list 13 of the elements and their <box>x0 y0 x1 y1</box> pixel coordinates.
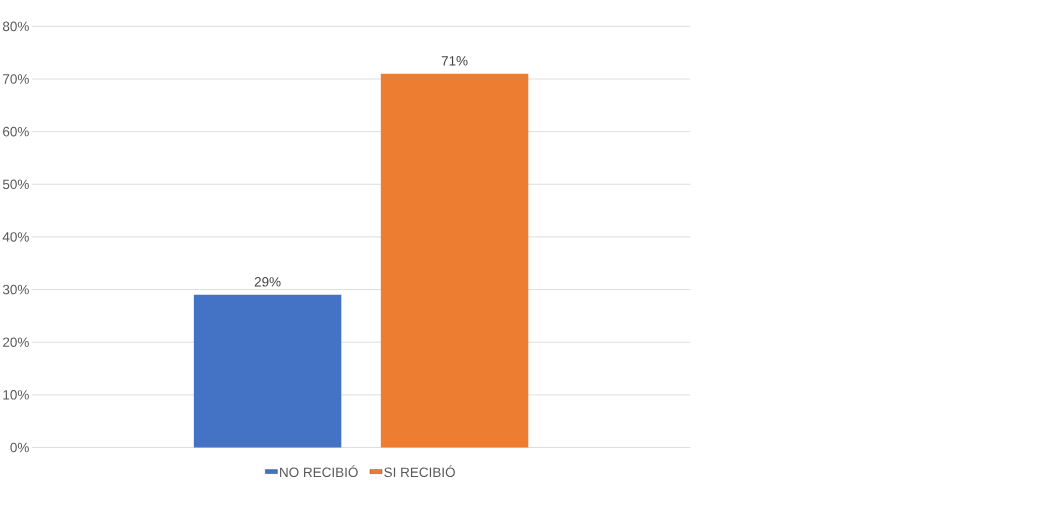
data-label: 71% <box>441 56 468 66</box>
y-tick-label: 0% <box>10 442 29 453</box>
legend-label: SI RECIBIÓ <box>384 465 455 477</box>
y-tick-label: 50% <box>2 179 29 189</box>
y-tick-label: 80% <box>2 21 29 32</box>
y-tick-label: 70% <box>3 74 29 84</box>
y-tick-label: 40% <box>2 232 29 242</box>
y-tick-label: 30% <box>2 284 29 295</box>
legend-label: NO RECIBIÓ <box>280 465 358 477</box>
y-tick-label: 20% <box>3 337 29 347</box>
y-tick-label: 60% <box>3 126 29 137</box>
y-tick-label: 10% <box>3 389 29 400</box>
data-label: 29% <box>254 276 281 287</box>
